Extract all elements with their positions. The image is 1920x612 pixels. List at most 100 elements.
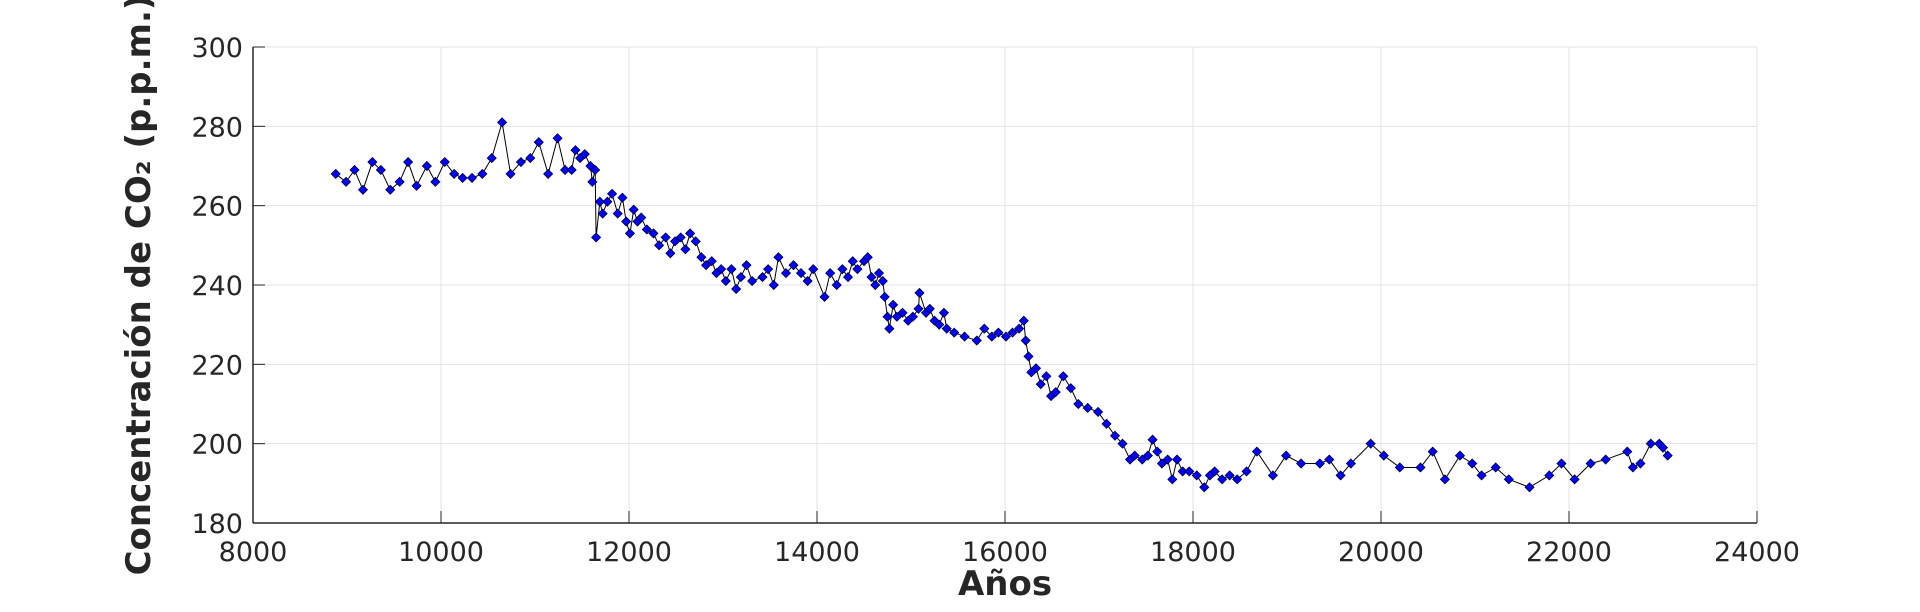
data-point	[696, 252, 707, 263]
data-point	[669, 236, 681, 247]
data-point	[560, 164, 571, 176]
data-point	[1177, 466, 1188, 477]
data-point	[594, 196, 605, 207]
data-point	[1035, 379, 1046, 390]
data-point	[1585, 458, 1596, 469]
data-point	[607, 188, 618, 199]
data-point	[949, 327, 960, 338]
x-axis-label: Años	[958, 564, 1052, 604]
data-point	[497, 117, 508, 128]
data-point	[340, 176, 352, 187]
data-point	[636, 212, 647, 223]
data-point	[612, 208, 623, 219]
data-point	[1600, 454, 1611, 465]
data-point	[1058, 371, 1069, 382]
data-point	[1065, 383, 1076, 394]
data-point	[515, 156, 526, 168]
data-point	[394, 176, 405, 187]
data-point	[403, 156, 414, 168]
data-point	[720, 275, 731, 287]
data-point	[788, 260, 799, 271]
data-point	[1041, 371, 1052, 382]
data-point	[533, 137, 544, 148]
x-tick-label: 10000	[398, 537, 484, 568]
data-point	[430, 176, 441, 187]
data-point	[862, 252, 873, 263]
data-point	[741, 260, 752, 271]
data-point	[1415, 462, 1426, 473]
data-point	[1030, 363, 1042, 374]
data-point	[665, 248, 676, 259]
x-tick-label: 20000	[1338, 537, 1424, 568]
y-tick-label: 200	[191, 430, 243, 461]
data-point	[411, 180, 422, 191]
data-point	[1251, 446, 1262, 457]
data-point	[831, 279, 842, 291]
data-point	[1569, 474, 1580, 485]
data-point	[747, 275, 758, 287]
data-point	[847, 256, 858, 267]
data-point	[1209, 466, 1220, 477]
data-point	[735, 272, 746, 283]
data-point	[891, 311, 902, 322]
data-point	[628, 204, 639, 215]
data-point	[449, 168, 460, 179]
data-point	[773, 252, 784, 263]
data-point	[716, 264, 727, 275]
data-point	[986, 331, 997, 342]
data-point	[1073, 398, 1084, 410]
data-point	[1082, 402, 1093, 414]
data-point	[907, 311, 918, 322]
data-point	[654, 240, 665, 251]
data-point	[570, 145, 581, 156]
y-tick-label: 240	[191, 271, 243, 302]
data-point	[349, 164, 360, 176]
data-point	[701, 260, 712, 271]
data-point	[1156, 458, 1168, 469]
data-point	[1137, 454, 1148, 465]
data-point	[808, 264, 819, 275]
data-point	[731, 283, 742, 295]
data-point	[1000, 331, 1012, 342]
y-tick-label: 300	[191, 33, 243, 64]
data-point	[837, 264, 848, 275]
data-point	[1199, 482, 1210, 493]
data-point	[648, 228, 659, 239]
data-point	[1267, 470, 1278, 481]
y-tick-label: 180	[191, 509, 243, 540]
data-point	[1092, 406, 1104, 417]
data-point	[1109, 430, 1121, 441]
data-point	[579, 149, 590, 160]
data-point	[819, 291, 830, 302]
data-point	[477, 168, 488, 179]
data-point	[882, 311, 893, 322]
data-point	[525, 153, 536, 164]
data-point	[505, 168, 516, 179]
data-point	[897, 307, 908, 318]
data-point	[543, 168, 554, 179]
data-point	[870, 279, 881, 291]
data-point	[486, 153, 497, 164]
data-point	[457, 172, 468, 183]
data-point	[367, 156, 378, 168]
data-point	[1147, 434, 1158, 445]
data-point	[1345, 458, 1356, 469]
data-point	[1020, 335, 1031, 346]
data-point	[941, 323, 952, 334]
data-point	[1162, 454, 1173, 465]
x-tick-label: 16000	[962, 537, 1048, 568]
data-point	[1184, 466, 1195, 477]
data-point	[330, 168, 341, 179]
data-point	[825, 268, 836, 279]
data-point	[884, 323, 895, 334]
y-tick-label: 220	[191, 350, 243, 381]
data-point	[1014, 323, 1025, 334]
data-point	[617, 192, 628, 203]
data-point	[439, 156, 450, 168]
data-point	[879, 291, 890, 302]
x-tick-label: 14000	[774, 537, 860, 568]
data-point	[591, 232, 602, 243]
data-point	[1662, 450, 1673, 461]
y-axis-label: Concentración de CO₂ (p.p.m.)	[119, 0, 159, 575]
